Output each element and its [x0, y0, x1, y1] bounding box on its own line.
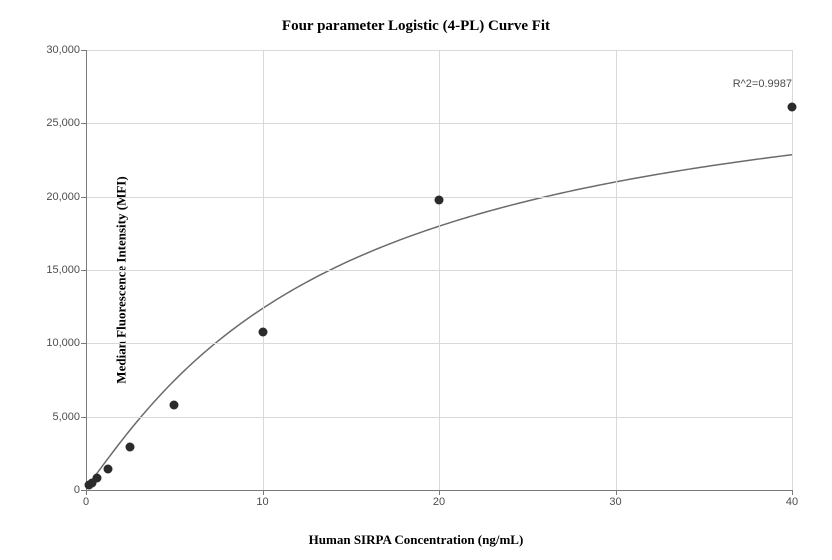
chart-title: Four parameter Logistic (4-PL) Curve Fit: [0, 18, 832, 35]
y-tick-label: 15,000: [46, 264, 86, 276]
x-tick-label: 20: [433, 490, 445, 508]
y-axis-line: [86, 50, 87, 490]
gridline-v: [616, 50, 617, 490]
r-squared-annotation: R^2=0.9987: [733, 78, 792, 90]
data-point: [126, 443, 135, 452]
y-tick-label: 30,000: [46, 44, 86, 56]
y-tick-label: 5,000: [52, 411, 86, 423]
data-point: [435, 196, 444, 205]
x-axis-label: Human SIRPA Concentration (ng/mL): [0, 532, 832, 548]
plot-area: 05,00010,00015,00020,00025,00030,0000102…: [86, 50, 792, 490]
x-tick-label: 0: [83, 490, 89, 508]
data-point: [170, 400, 179, 409]
y-tick-label: 10,000: [46, 337, 86, 349]
x-tick-label: 40: [786, 490, 798, 508]
data-point: [93, 474, 102, 483]
chart-container: Four parameter Logistic (4-PL) Curve Fit…: [0, 0, 832, 560]
x-tick-label: 10: [256, 490, 268, 508]
x-tick-label: 30: [609, 490, 621, 508]
y-tick-label: 20,000: [46, 191, 86, 203]
gridline-v: [263, 50, 264, 490]
data-point: [788, 103, 797, 112]
data-point: [104, 465, 113, 474]
data-point: [258, 327, 267, 336]
y-tick-label: 25,000: [46, 117, 86, 129]
gridline-v: [792, 50, 793, 490]
x-axis-line: [86, 490, 792, 491]
gridline-v: [439, 50, 440, 490]
